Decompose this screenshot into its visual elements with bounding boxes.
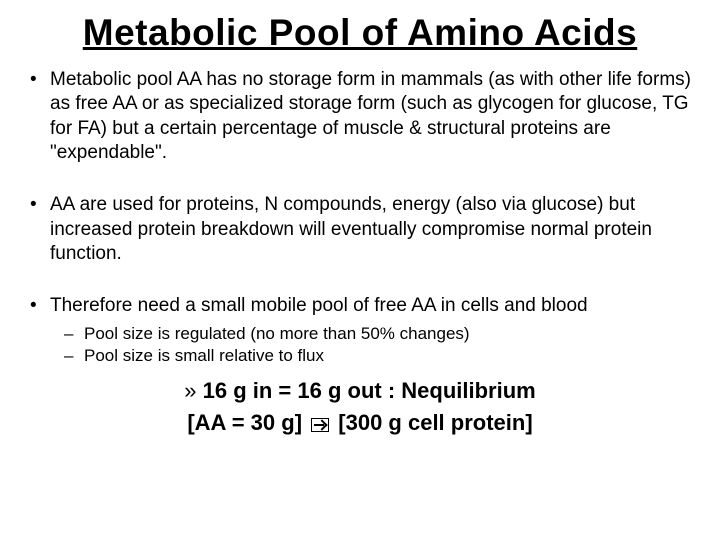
bullet-3: • Therefore need a small mobile pool of …	[14, 294, 706, 368]
bullet-text: AA are used for proteins, N compounds, e…	[50, 193, 706, 266]
dash-marker: –	[64, 345, 84, 368]
dash-marker: –	[64, 323, 84, 346]
bullet-marker: •	[30, 68, 50, 165]
raquo-marker: »	[184, 378, 202, 403]
bottom-line-2: [AA = 30 g] [300 g cell protein]	[14, 410, 706, 436]
sub-bullet-1: – Pool size is regulated (no more than 5…	[64, 323, 706, 346]
bullet-marker: •	[30, 193, 50, 266]
bullet-text: Therefore need a small mobile pool of fr…	[50, 294, 706, 318]
sub-bullet-2: – Pool size is small relative to flux	[64, 345, 706, 368]
bullet-text: Metabolic pool AA has no storage form in…	[50, 68, 706, 165]
sub-bullet-text: Pool size is small relative to flux	[84, 345, 324, 368]
sub-bullet-text: Pool size is regulated (no more than 50%…	[84, 323, 470, 346]
sub-bullet-list: – Pool size is regulated (no more than 5…	[14, 323, 706, 369]
bullet-1: • Metabolic pool AA has no storage form …	[14, 68, 706, 165]
bottom-summary: » 16 g in = 16 g out : Nequilibrium [AA …	[14, 378, 706, 436]
arrow-icon	[311, 418, 329, 432]
slide-title: Metabolic Pool of Amino Acids	[14, 12, 706, 54]
bullet-2: • AA are used for proteins, N compounds,…	[14, 193, 706, 266]
bullet-marker: •	[30, 294, 50, 318]
equilibrium-text: 16 g in = 16 g out : Nequilibrium	[203, 378, 536, 403]
aa-pool-label: [AA = 30 g]	[187, 410, 302, 435]
cell-protein-label: [300 g cell protein]	[338, 410, 532, 435]
bottom-line-1: » 16 g in = 16 g out : Nequilibrium	[14, 378, 706, 404]
